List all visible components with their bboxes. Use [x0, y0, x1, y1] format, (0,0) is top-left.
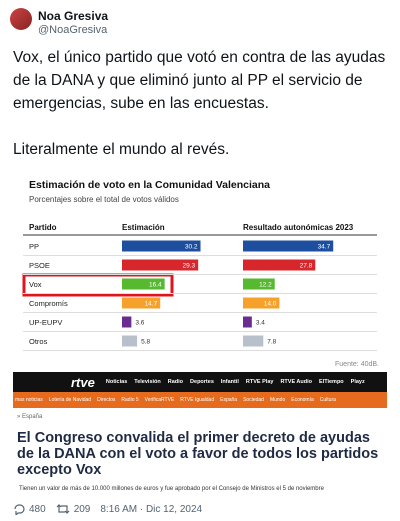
footer: 480 209 8:16 AM · Dic 12, 2024 — [13, 503, 202, 515]
bar — [243, 240, 334, 252]
nav-item[interactable]: Playz — [350, 379, 365, 385]
category-label: PSOE — [29, 261, 50, 270]
author-name[interactable]: Noa Gresiva — [38, 9, 109, 23]
value-label: 7.8 — [267, 339, 276, 346]
value-label: 5.8 — [141, 339, 150, 346]
repost-count: 209 — [73, 503, 91, 515]
repost-icon[interactable] — [56, 503, 70, 515]
value-label: 14.7 — [145, 301, 158, 308]
bar — [243, 297, 280, 309]
bar — [122, 316, 132, 328]
chart: Estimación de voto en la Comunidad Valen… — [13, 170, 387, 372]
value-label: 3.4 — [256, 320, 265, 327]
nav-item[interactable]: Televisión — [134, 379, 161, 385]
bar — [243, 335, 264, 347]
reply-icon[interactable] — [13, 503, 25, 515]
nav-item[interactable]: mas noticias — [15, 397, 43, 403]
bar — [243, 278, 275, 290]
section[interactable]: » España — [17, 414, 43, 420]
timestamp[interactable]: 8:16 AM · Dic 12, 2024 — [100, 503, 203, 515]
nav-item[interactable]: RTVE Igualdad — [180, 397, 215, 403]
value-label: 30.2 — [185, 244, 198, 251]
author-handle[interactable]: @NoaGresiva — [38, 24, 108, 36]
value-label: 3.6 — [135, 320, 144, 327]
summary: Tienen un valor de más de 10.000 millone… — [19, 486, 324, 492]
nav-item[interactable]: Radio 5 — [121, 397, 139, 403]
nav-item[interactable]: ElTiempo — [319, 379, 344, 385]
headline[interactable]: El Congreso convalida el primer decreto … — [17, 430, 379, 478]
nav-item[interactable]: Deportes — [190, 379, 214, 385]
value-label: 14.0 — [264, 301, 277, 308]
chart-title: Estimación de voto en la Comunidad Valen… — [29, 179, 270, 191]
column-header: Partido — [29, 223, 57, 232]
nav-item[interactable]: RTVE Audio — [280, 379, 313, 385]
nav-item[interactable]: Directos — [97, 397, 116, 403]
value-label: 12.2 — [259, 282, 272, 289]
nav-item[interactable]: Radio — [167, 379, 184, 385]
bar — [122, 297, 161, 309]
nav-item[interactable]: Sociedad — [243, 397, 264, 403]
nav-item[interactable]: Lotería de Navidad — [48, 397, 92, 403]
bar — [122, 278, 165, 290]
category-label: Compromís — [29, 299, 68, 308]
source: Fuente: 40dB. — [335, 361, 379, 368]
avatar[interactable] — [10, 8, 32, 30]
news-screenshot: rtve Noticias Televisión Radio Deportes Infan… — [13, 372, 387, 502]
bar — [243, 316, 252, 328]
nav-item[interactable]: España — [220, 397, 238, 403]
value-label: 34.7 — [318, 244, 331, 251]
value-label: 29.3 — [183, 263, 196, 270]
nav-bar: rtve Noticias Televisión Radio Deportes Infan… — [13, 372, 387, 392]
category-label: PP — [29, 242, 39, 251]
reply-count: 480 — [29, 503, 46, 515]
value-label: 16.4 — [149, 282, 162, 289]
nav-item[interactable]: RTVE Play — [245, 379, 274, 385]
nav-item[interactable]: Economía — [291, 397, 314, 403]
bar — [243, 259, 316, 271]
nav-item[interactable]: VerificaRTVE — [144, 397, 175, 403]
category-label: Vox — [29, 280, 42, 289]
bar — [122, 335, 138, 347]
logo[interactable]: rtve — [71, 374, 95, 390]
chart-subtitle: Porcentajes sobre el total de votos váli… — [29, 195, 179, 204]
nav-item[interactable]: Cultura — [319, 397, 336, 403]
tweet-text: Vox, el único partido que votó en contra… — [13, 49, 386, 158]
column-header: Resultado autonómicas 2023 — [243, 223, 354, 232]
nav-item[interactable]: Infantil — [220, 379, 239, 385]
category-label: Otros — [29, 337, 48, 346]
value-label: 27.8 — [300, 263, 313, 270]
bar — [122, 240, 201, 252]
nav-item[interactable]: Noticias — [105, 379, 128, 385]
category-label: UP-EUPV — [29, 318, 62, 327]
column-header: Estimación — [122, 223, 165, 232]
bar — [122, 259, 199, 271]
nav-item[interactable]: Mundo — [269, 397, 286, 403]
subnav-bar: mas noticias Lotería de Navidad Directos Ra… — [13, 392, 387, 408]
